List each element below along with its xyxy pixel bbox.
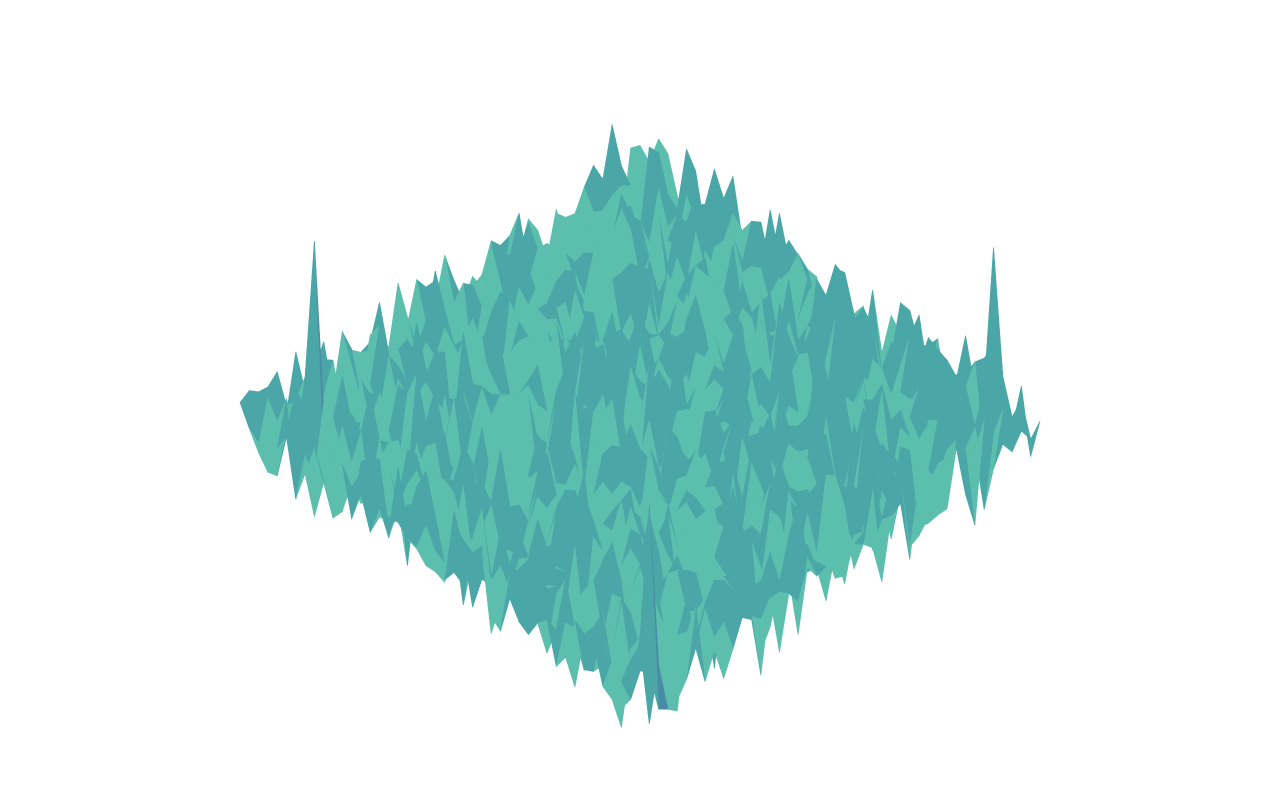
surface-mesh	[239, 124, 1041, 728]
surface-cell	[630, 644, 650, 672]
surface-cell	[769, 591, 790, 653]
